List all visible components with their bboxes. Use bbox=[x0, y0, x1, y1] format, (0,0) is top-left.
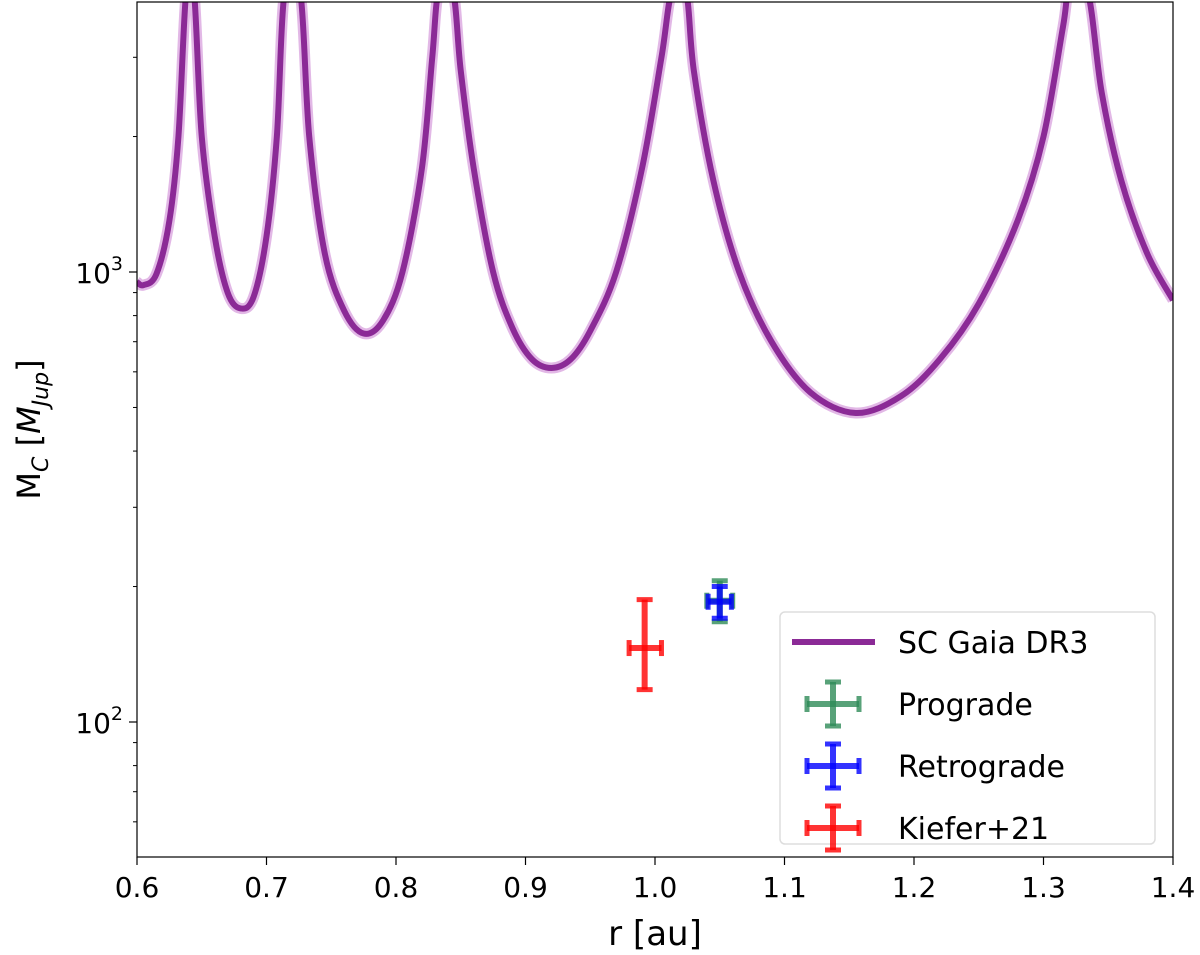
legend-label: Retrograde bbox=[898, 750, 1065, 785]
x-tick-label: 1.1 bbox=[762, 871, 807, 904]
x-tick-label: 0.9 bbox=[503, 871, 548, 904]
legend-box bbox=[779, 611, 1156, 845]
data-point-retrograde bbox=[705, 584, 734, 621]
data-point-kiefer-21 bbox=[626, 597, 664, 693]
legend-label: Kiefer+21 bbox=[898, 812, 1049, 847]
x-tick-label: 0.7 bbox=[244, 871, 289, 904]
y-tick-label: 103 bbox=[75, 253, 123, 290]
curve-line bbox=[137, 2, 1173, 417]
y-tick-base: 10 bbox=[75, 257, 111, 290]
y-axis-label: MC [MJup] bbox=[10, 359, 54, 499]
y-label-main: M bbox=[10, 472, 48, 500]
legend-item-prograde: Prograde bbox=[804, 679, 1033, 729]
legend-item-retrograde: Retrograde bbox=[804, 741, 1065, 791]
y-tick-base: 10 bbox=[75, 707, 111, 740]
x-tick-label: 1.0 bbox=[633, 871, 678, 904]
y-tick-label: 102 bbox=[75, 703, 123, 740]
y-label-close: ] bbox=[10, 359, 48, 371]
legend: SC Gaia DR3 Prograde Retrograde Kiefer+21 bbox=[779, 611, 1156, 853]
plot-area bbox=[137, 2, 1173, 693]
x-tick-label: 1.3 bbox=[1021, 871, 1066, 904]
legend-label: Prograde bbox=[898, 688, 1033, 723]
legend-item-kiefer-21: Kiefer+21 bbox=[804, 803, 1049, 853]
y-label-unit-sub: Jup bbox=[29, 372, 54, 410]
x-axis-label: r [au] bbox=[608, 914, 702, 954]
y-label-open: [ bbox=[10, 434, 48, 457]
x-tick-label: 1.2 bbox=[892, 871, 937, 904]
y-tick-exp: 2 bbox=[111, 703, 123, 725]
x-tick-label: 1.4 bbox=[1151, 871, 1196, 904]
y-label-unit: M bbox=[10, 406, 48, 434]
legend-item-sc-gaia-dr3: SC Gaia DR3 bbox=[792, 626, 1088, 661]
curve-band bbox=[137, 2, 1173, 419]
x-tick-label: 0.6 bbox=[115, 871, 160, 904]
legend-label: SC Gaia DR3 bbox=[898, 626, 1088, 661]
y-label-sub: C bbox=[29, 456, 54, 472]
y-tick-exp: 3 bbox=[111, 253, 123, 275]
x-tick-label: 0.8 bbox=[374, 871, 419, 904]
